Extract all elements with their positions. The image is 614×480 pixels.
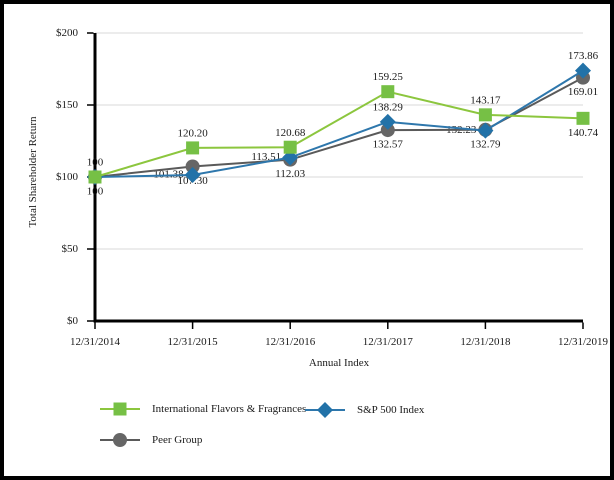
y-tick-label: $0 xyxy=(67,315,78,327)
x-axis-title: Annual Index xyxy=(308,357,370,369)
gray-circle-legend-icon xyxy=(100,433,140,447)
y-axis-title: Total Shareholder Return xyxy=(27,116,39,228)
data-point-marker xyxy=(185,159,200,174)
data-label: 120.20 xyxy=(177,127,208,139)
series-line xyxy=(94,76,584,178)
data-label: 120.68 xyxy=(275,127,306,139)
series-square xyxy=(88,85,590,184)
axes xyxy=(87,32,584,329)
data-point-marker xyxy=(477,122,494,139)
data-point-marker xyxy=(317,402,333,418)
green-square-legend-icon xyxy=(100,402,140,416)
data-label: 159.25 xyxy=(373,71,404,83)
data-label: 100 xyxy=(87,157,104,169)
data-label: 100 xyxy=(87,186,104,198)
data-label: 138.29 xyxy=(373,101,404,113)
data-point-marker xyxy=(186,141,200,155)
data-point-marker xyxy=(478,108,492,122)
y-tick-label: $100 xyxy=(56,171,78,183)
data-label: 132.57 xyxy=(373,139,404,151)
gridlines xyxy=(95,32,583,250)
y-tick-label: $150 xyxy=(56,99,78,111)
y-tick-label: $200 xyxy=(56,27,78,39)
data-point-marker xyxy=(381,85,395,99)
x-tick-label: 12/31/2018 xyxy=(460,336,511,348)
data-label: 140.74 xyxy=(568,127,599,139)
data-label: 143.17 xyxy=(470,94,501,106)
x-tick-label: 12/31/2016 xyxy=(265,336,316,348)
data-label: 173.86 xyxy=(568,50,599,62)
data-point-marker xyxy=(576,111,590,125)
data-label: 169.01 xyxy=(568,86,598,98)
data-label: 112.03 xyxy=(275,168,305,180)
y-tick-label: $50 xyxy=(61,243,79,255)
data-point-marker xyxy=(88,170,102,184)
blue-diamond-legend-icon xyxy=(305,402,345,418)
data-point-marker xyxy=(184,167,201,184)
legend-item-iff: International Flavors & Fragrances xyxy=(100,401,306,417)
legend-item-peer-group: Peer Group xyxy=(100,432,202,448)
legend-label: S&P 500 Index xyxy=(357,404,425,416)
data-point-marker xyxy=(575,62,591,79)
data-point-marker xyxy=(379,113,396,130)
series-line xyxy=(94,69,584,178)
x-tick-label: 12/31/2014 xyxy=(69,336,121,348)
series-diamond xyxy=(87,62,591,185)
data-point-marker xyxy=(380,123,395,138)
legend-label: Peer Group xyxy=(152,434,203,446)
data-point-marker xyxy=(283,140,297,154)
x-tick-label: 12/31/2019 xyxy=(557,336,609,348)
legend-label: International Flavors & Fragrances xyxy=(152,403,307,415)
data-label: 132.79 xyxy=(470,138,501,150)
series-line xyxy=(94,90,584,178)
series-circle xyxy=(88,70,590,184)
data-point-marker xyxy=(113,433,127,447)
data-point-marker xyxy=(113,402,127,416)
legend-item-sp500: S&P 500 Index xyxy=(305,402,424,418)
x-tick-label: 12/31/2017 xyxy=(362,336,413,348)
x-tick-label: 12/31/2015 xyxy=(167,336,218,348)
series-layer xyxy=(87,62,591,185)
